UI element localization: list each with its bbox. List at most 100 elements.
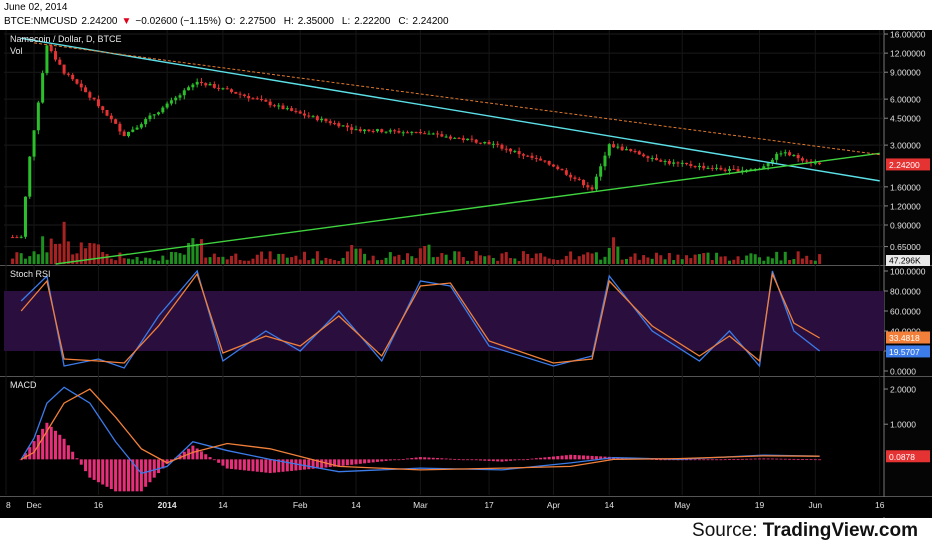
last-price-tag-label: 2.24200 bbox=[889, 160, 920, 170]
candle-body bbox=[560, 169, 564, 171]
macd-histogram-bar bbox=[478, 459, 482, 461]
last-price: 2.24200 bbox=[81, 16, 118, 27]
candle-body bbox=[49, 45, 53, 52]
candle-body bbox=[534, 157, 538, 159]
source-prefix: Source: bbox=[692, 520, 763, 541]
candle-body bbox=[285, 108, 289, 110]
close-number: 2.24200 bbox=[412, 16, 449, 27]
volume-bar bbox=[633, 253, 637, 264]
candle-body bbox=[599, 166, 603, 177]
candle-body bbox=[333, 123, 337, 125]
time-tick-label: 14 bbox=[605, 500, 615, 510]
macd-histogram-bar bbox=[247, 459, 251, 471]
candle-body bbox=[448, 136, 452, 139]
macd-histogram-bar bbox=[779, 458, 783, 460]
volume-bar bbox=[620, 259, 624, 264]
candle-body bbox=[281, 105, 285, 110]
macd-histogram-bar bbox=[401, 458, 405, 460]
macd-histogram-bar bbox=[251, 459, 255, 472]
candle-body bbox=[277, 105, 281, 107]
macd-histogram-bar bbox=[547, 456, 551, 460]
volume-bar bbox=[217, 257, 221, 264]
price-chart[interactable]: 16.00000 12.00000 9.00000 6.00000 4.50000 3.0… bbox=[0, 30, 932, 518]
stoch-band bbox=[4, 291, 884, 351]
volume-bar bbox=[560, 259, 564, 264]
candle-body bbox=[796, 154, 800, 159]
macd-histogram-bar bbox=[792, 458, 796, 460]
macd-histogram-bar bbox=[783, 458, 787, 460]
volume-bar bbox=[607, 247, 611, 264]
volume-bar bbox=[41, 236, 45, 264]
volume-bar bbox=[393, 256, 397, 264]
macd-histogram-bar bbox=[805, 459, 809, 460]
candle-body bbox=[543, 160, 547, 162]
candle-body bbox=[732, 168, 736, 170]
macd-histogram-bar bbox=[71, 451, 75, 460]
candle-body bbox=[770, 159, 774, 164]
volume-bar bbox=[788, 259, 792, 264]
price-tick-label: 1.20000 bbox=[890, 201, 921, 211]
macd-histogram-bar bbox=[79, 459, 83, 465]
candle-body bbox=[84, 87, 88, 93]
volume-bar bbox=[775, 251, 779, 264]
volume-bar bbox=[740, 260, 744, 264]
candle-body bbox=[268, 101, 272, 106]
macd-histogram-bar bbox=[423, 457, 427, 460]
volume-bar bbox=[174, 252, 178, 264]
candle-body bbox=[41, 73, 45, 103]
candle-body bbox=[195, 81, 199, 85]
volume-bar bbox=[414, 258, 418, 264]
candle-body bbox=[350, 127, 354, 130]
candle-body bbox=[251, 98, 255, 100]
stoch-value-tag bbox=[886, 345, 930, 358]
volume-bar bbox=[178, 253, 182, 264]
candle-body bbox=[217, 87, 221, 89]
volume-bar bbox=[487, 255, 491, 264]
macd-histogram-bar bbox=[551, 456, 555, 460]
macd-histogram-bar bbox=[457, 459, 461, 461]
candle-body bbox=[79, 83, 83, 88]
volume-bar bbox=[753, 254, 757, 264]
volume-bar bbox=[337, 260, 341, 264]
macd-histogram-bar bbox=[290, 459, 294, 471]
candle-body bbox=[187, 87, 191, 91]
volume-bar bbox=[71, 254, 75, 264]
macd-histogram-bar bbox=[654, 459, 658, 461]
macd-histogram-bar bbox=[242, 459, 246, 471]
high-label: H: bbox=[283, 16, 294, 27]
candle-body bbox=[444, 136, 448, 138]
candle-body bbox=[783, 152, 787, 154]
macd-histogram-bar bbox=[556, 456, 560, 460]
macd-histogram-bar bbox=[88, 459, 92, 478]
macd-histogram-bar bbox=[101, 459, 105, 485]
macd-histogram-bar bbox=[328, 459, 332, 468]
candle-body bbox=[509, 148, 513, 152]
volume-bar bbox=[406, 253, 410, 264]
volume-bar bbox=[139, 260, 143, 264]
candle-body bbox=[169, 100, 173, 104]
volume-bar bbox=[483, 256, 487, 264]
macd-histogram-bar bbox=[277, 459, 281, 473]
candle-body bbox=[230, 89, 234, 92]
volume-bar bbox=[264, 258, 268, 264]
candle-body bbox=[358, 129, 362, 132]
candle-body bbox=[474, 139, 478, 143]
volume-bar bbox=[650, 258, 654, 264]
candle-body bbox=[264, 99, 268, 102]
open-label: O: bbox=[225, 16, 236, 27]
candle-body bbox=[749, 169, 753, 171]
volume-bar bbox=[251, 258, 255, 264]
volume-tag-label: 47.296K bbox=[889, 256, 921, 266]
candle-body bbox=[573, 177, 577, 179]
candle-body bbox=[148, 115, 152, 120]
time-tick-label: Dec bbox=[26, 500, 42, 510]
candle-body bbox=[616, 146, 620, 148]
volume-bar bbox=[676, 254, 680, 264]
volume-bar bbox=[277, 253, 281, 264]
macd-histogram bbox=[19, 422, 822, 492]
volume-bar bbox=[311, 258, 315, 264]
volume-bar bbox=[685, 255, 689, 264]
macd-histogram-bar bbox=[139, 459, 143, 492]
volume-bar bbox=[530, 258, 534, 264]
candle-body bbox=[530, 155, 534, 158]
